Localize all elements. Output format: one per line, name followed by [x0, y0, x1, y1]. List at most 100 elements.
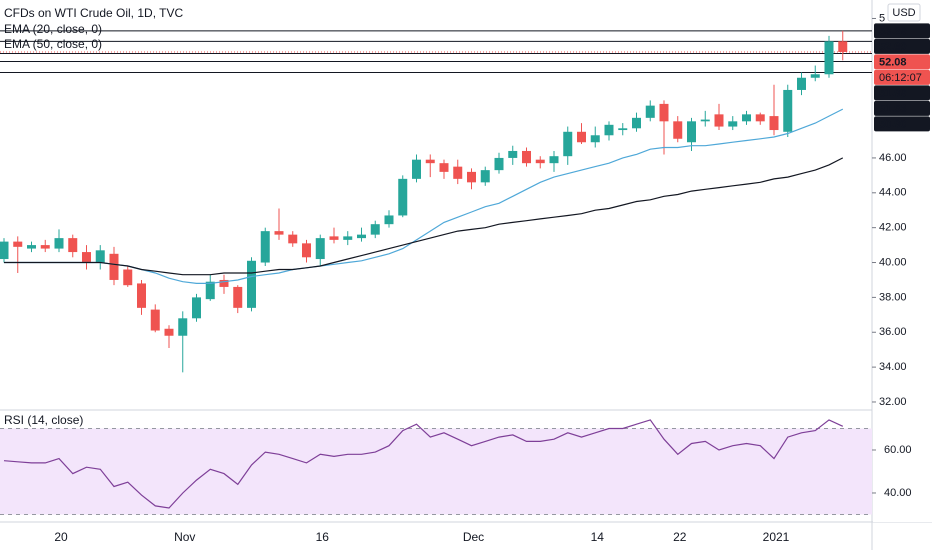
candle-body: [700, 119, 710, 122]
y-tick-label: 42.00: [879, 222, 907, 234]
candle-body: [439, 163, 449, 172]
candle-body: [192, 297, 201, 319]
price-label: 53.29: [879, 25, 907, 37]
chart-title: CFDs on WTI Crude Oil, 1D, TVC: [4, 6, 183, 20]
candle-body: [412, 159, 421, 179]
x-tick-label: 16: [316, 530, 330, 544]
x-tick-label: 14: [591, 530, 605, 544]
countdown: 06:12:07: [879, 72, 922, 84]
candle-body: [769, 116, 779, 131]
price-label: 51.99: [879, 87, 907, 99]
currency-label: USD: [892, 7, 915, 19]
candle-body: [288, 234, 298, 244]
currency-box: [887, 3, 921, 22]
legend-entry: EMA (50, close, 0): [4, 37, 102, 51]
candle-body: [40, 245, 50, 249]
price-label: 52.08: [879, 56, 907, 68]
candle-body: [632, 117, 641, 129]
price-label-bg: [874, 54, 930, 70]
candle-body: [494, 157, 504, 171]
price-label-bg: [874, 38, 930, 54]
price-label-bg: [874, 85, 930, 101]
x-tick-label: Dec: [463, 530, 484, 544]
candle-body: [645, 105, 655, 118]
candle-body: [164, 328, 174, 336]
y-tick-label: 44.00: [879, 187, 907, 199]
candle-body: [13, 241, 23, 247]
candle-body: [205, 281, 215, 300]
y-tick-label: 38.00: [879, 291, 907, 303]
candle-body: [150, 309, 160, 331]
candle-body: [370, 224, 380, 235]
countdown-bg: [874, 69, 930, 85]
candle-body: [109, 253, 119, 280]
candle-body: [233, 286, 243, 308]
y-tick-label: 60.00: [884, 444, 912, 456]
legend: CFDs on WTI Crude Oil, 1D, TVC EMA (20, c…: [4, 6, 183, 51]
candle-body: [577, 131, 586, 143]
candle-body: [714, 114, 724, 127]
candle-body: [673, 121, 683, 139]
ema-line: [4, 157, 844, 276]
candle-body: [219, 279, 229, 287]
x-tick-label: Nov: [174, 530, 195, 544]
rsi-line: [3, 419, 844, 509]
candle-body: [549, 156, 559, 164]
candle-body: [480, 170, 490, 183]
x-tick-label: 2021: [763, 530, 790, 544]
candle-body: [27, 245, 36, 249]
candle-body: [522, 150, 531, 164]
candle-body: [742, 114, 751, 122]
candle-body: [783, 89, 793, 132]
x-tick-label: 22: [673, 530, 687, 544]
candle-body: [838, 41, 848, 52]
y-tick-label: 40.00: [879, 256, 907, 268]
candle-body: [95, 250, 105, 263]
candle-body: [123, 269, 133, 286]
candle-body: [687, 121, 696, 143]
candle-body: [453, 166, 463, 179]
candle-body: [467, 171, 476, 183]
candle-body: [618, 128, 628, 131]
candle-body: [260, 231, 270, 263]
candle-body: [0, 241, 9, 260]
candle-body: [274, 231, 284, 235]
candle-body: [329, 236, 339, 240]
candle-body: [137, 283, 146, 308]
rsi-title: RSI (14, close): [4, 413, 83, 427]
candle-body: [302, 243, 311, 258]
candle-body: [755, 114, 765, 122]
candle-body: [54, 238, 64, 249]
candle-body: [797, 77, 806, 90]
legend-entry: EMA (20, close, 0): [4, 22, 102, 36]
candle-body: [535, 159, 545, 164]
candle-body: [563, 131, 573, 157]
y-tick-label: 32.00: [879, 396, 907, 408]
y-tick-label: 46.00: [879, 152, 907, 164]
candle-body: [384, 215, 394, 225]
y-tick-label: 40.00: [884, 487, 912, 499]
candle-body: [425, 159, 435, 164]
price-label-bg: [874, 23, 930, 39]
y-tick-label: 5: [879, 12, 885, 24]
y-tick-label: 36.00: [879, 326, 907, 338]
price-label-bg: [874, 100, 930, 116]
candle-body: [398, 178, 408, 216]
rsi-band: [0, 428, 872, 515]
candle-body: [247, 260, 256, 308]
candle-body: [604, 124, 614, 136]
candle-body: [824, 41, 834, 75]
price-label-bg: [874, 116, 930, 132]
price-label: 52.69: [879, 41, 907, 53]
candle-body: [508, 150, 518, 158]
candle-body: [68, 238, 78, 253]
candle-body: [590, 135, 600, 143]
candle-body: [178, 318, 188, 336]
x-tick-label: 20: [54, 530, 68, 544]
y-tick-label: 34.00: [879, 361, 907, 373]
candle-body: [357, 234, 366, 239]
price-label: 51.53: [879, 103, 907, 115]
candle-body: [343, 236, 353, 240]
price-label: 50.90: [879, 118, 907, 130]
